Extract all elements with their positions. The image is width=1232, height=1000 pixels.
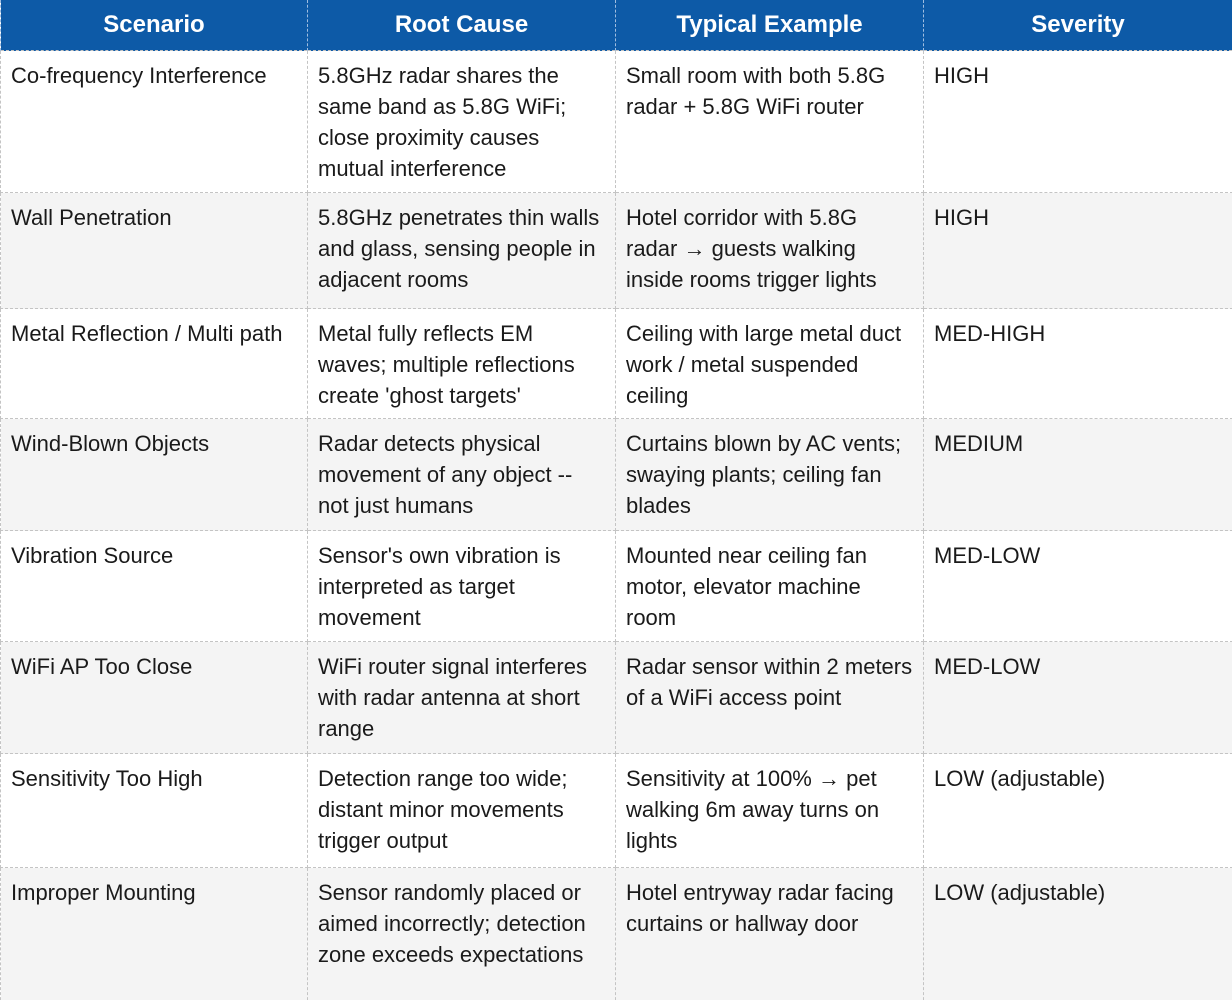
root-cause-cell: 5.8GHz radar shares the same band as 5.8… xyxy=(307,50,616,193)
scenario-cell: Improper Mounting xyxy=(0,867,308,1000)
scenario-cell: WiFi AP Too Close xyxy=(0,641,308,754)
severity-cell: LOW (adjustable) xyxy=(923,867,1232,1000)
header-severity: Severity xyxy=(923,0,1232,51)
root-cause-cell: Sensor's own vibration is interpreted as… xyxy=(307,530,616,642)
severity-cell: LOW (adjustable) xyxy=(923,753,1232,868)
scenario-cell: Co-frequency Interference xyxy=(0,50,308,193)
table-row: Improper Mounting Sensor randomly placed… xyxy=(0,867,1232,1000)
table-row: Sensitivity Too High Detection range too… xyxy=(0,753,1232,868)
severity-cell: MED-LOW xyxy=(923,641,1232,754)
table-row: Co-frequency Interference 5.8GHz radar s… xyxy=(0,50,1232,193)
example-cell: Mounted near ceiling fan motor, elevator… xyxy=(615,530,924,642)
severity-cell: MEDIUM xyxy=(923,418,1232,531)
scenario-cell: Vibration Source xyxy=(0,530,308,642)
severity-cell: HIGH xyxy=(923,50,1232,193)
header-root-cause: Root Cause xyxy=(307,0,616,51)
example-cell: Sensitivity at 100% → pet walking 6m awa… xyxy=(615,753,924,868)
example-cell: Hotel entryway radar facing curtains or … xyxy=(615,867,924,1000)
example-cell: Hotel corridor with 5.8G radar → guests … xyxy=(615,192,924,309)
scenario-cell: Metal Reflection / Multi path xyxy=(0,308,308,419)
root-cause-cell: 5.8GHz penetrates thin walls and glass, … xyxy=(307,192,616,309)
example-cell: Small room with both 5.8G radar + 5.8G W… xyxy=(615,50,924,193)
scenario-cell: Sensitivity Too High xyxy=(0,753,308,868)
root-cause-cell: Detection range too wide; distant minor … xyxy=(307,753,616,868)
example-cell: Ceiling with large metal duct work / met… xyxy=(615,308,924,419)
scenario-cell: Wall Penetration xyxy=(0,192,308,309)
scenario-cell: Wind-Blown Objects xyxy=(0,418,308,531)
root-cause-cell: Radar detects physical movement of any o… xyxy=(307,418,616,531)
header-scenario: Scenario xyxy=(0,0,308,51)
header-typical-example: Typical Example xyxy=(615,0,924,51)
example-cell: Curtains blown by AC vents; swaying plan… xyxy=(615,418,924,531)
table-row: Vibration Source Sensor's own vibration … xyxy=(0,530,1232,642)
example-cell: Radar sensor within 2 meters of a WiFi a… xyxy=(615,641,924,754)
root-cause-cell: Metal fully reflects EM waves; multiple … xyxy=(307,308,616,419)
severity-cell: MED-LOW xyxy=(923,530,1232,642)
root-cause-cell: Sensor randomly placed or aimed incorrec… xyxy=(307,867,616,1000)
severity-cell: HIGH xyxy=(923,192,1232,309)
root-cause-cell: WiFi router signal interferes with radar… xyxy=(307,641,616,754)
table-row: WiFi AP Too Close WiFi router signal int… xyxy=(0,641,1232,754)
table-row: Wall Penetration 5.8GHz penetrates thin … xyxy=(0,192,1232,309)
table-row: Wind-Blown Objects Radar detects physica… xyxy=(0,418,1232,531)
severity-cell: MED-HIGH xyxy=(923,308,1232,419)
table-row: Metal Reflection / Multi path Metal full… xyxy=(0,308,1232,419)
header-row: Scenario Root Cause Typical Example Seve… xyxy=(0,0,1232,51)
